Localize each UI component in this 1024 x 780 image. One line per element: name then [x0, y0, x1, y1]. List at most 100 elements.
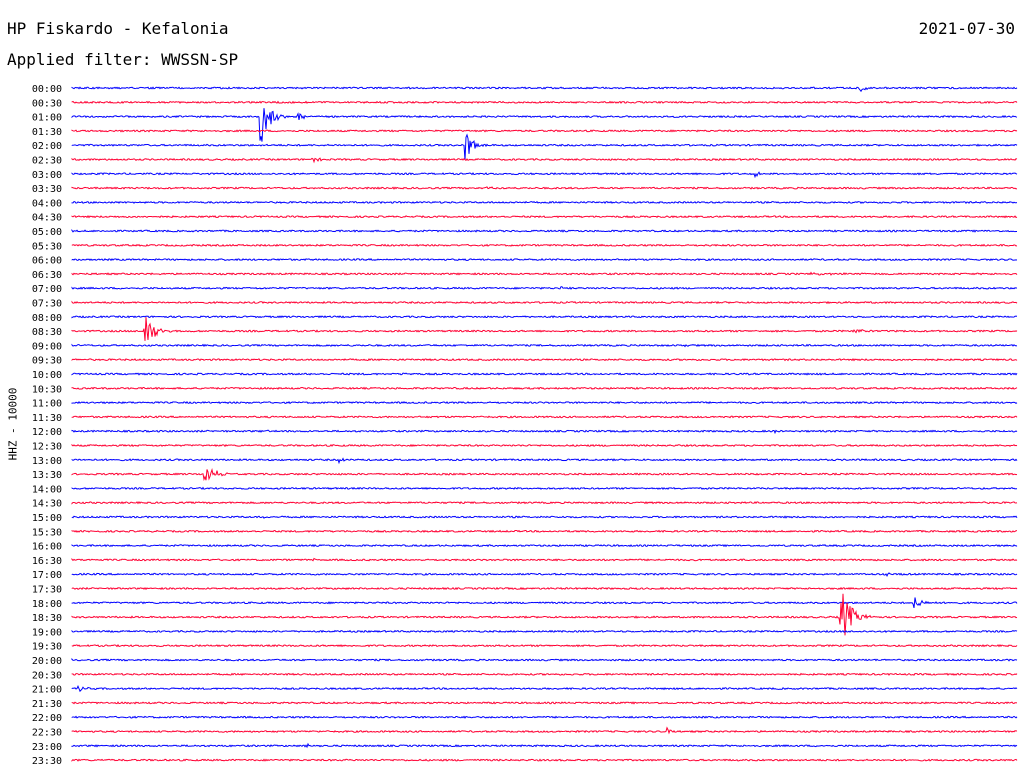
trace-line [71, 572, 1018, 577]
trace-line [71, 593, 1018, 636]
trace-line [71, 286, 1018, 290]
trace-line [71, 742, 1018, 749]
trace-line [71, 643, 1018, 648]
time-label: 19:00 [32, 627, 62, 638]
time-label: 23:30 [32, 756, 62, 767]
trace-line [71, 597, 1018, 609]
trace-line [71, 543, 1018, 548]
time-label: 06:30 [32, 270, 62, 281]
trace-line [71, 343, 1018, 348]
time-label: 18:30 [32, 613, 62, 624]
time-label: 17:00 [32, 570, 62, 581]
trace-line [71, 129, 1018, 133]
trace-line [71, 100, 1018, 104]
trace-line [71, 486, 1018, 491]
time-label: 17:30 [32, 585, 62, 596]
trace-line [71, 457, 1018, 465]
trace-line [71, 258, 1018, 262]
time-label: 05:00 [32, 227, 62, 238]
time-label: 09:30 [32, 356, 62, 367]
time-label: 08:00 [32, 313, 62, 324]
time-label: 21:30 [32, 699, 62, 710]
trace-line [71, 501, 1018, 505]
time-label: 21:00 [32, 685, 62, 696]
time-label: 14:30 [32, 499, 62, 510]
trace-line [71, 372, 1018, 376]
trace-line [71, 401, 1018, 405]
time-label: 05:30 [32, 241, 62, 252]
trace-line [71, 529, 1018, 533]
time-label: 13:00 [32, 456, 62, 467]
time-label: 14:00 [32, 484, 62, 495]
trace-line [71, 243, 1018, 247]
trace-line [71, 108, 1018, 142]
time-label: 12:00 [32, 427, 62, 438]
time-label: 16:30 [32, 556, 62, 567]
trace-line [71, 271, 1018, 276]
station-title: HP Fiskardo - Kefalonia [7, 19, 229, 38]
time-label: 19:30 [32, 642, 62, 653]
time-label: 07:00 [32, 284, 62, 295]
time-label: 22:30 [32, 728, 62, 739]
trace-line [71, 715, 1018, 719]
time-label: 10:30 [32, 384, 62, 395]
trace-line [71, 200, 1018, 205]
trace-line [71, 557, 1018, 562]
trace-line [71, 684, 1018, 693]
trace-line [71, 629, 1018, 633]
trace-line [71, 443, 1018, 448]
time-label: 16:00 [32, 542, 62, 553]
time-label: 13:30 [32, 470, 62, 481]
time-label: 15:00 [32, 513, 62, 524]
time-label: 04:00 [32, 198, 62, 209]
time-label: 22:00 [32, 713, 62, 724]
trace-line [71, 317, 1018, 341]
time-label: 07:30 [32, 299, 62, 310]
time-label: 03:30 [32, 184, 62, 195]
time-label: 01:00 [32, 113, 62, 124]
time-label: 09:00 [32, 341, 62, 352]
time-label: 02:30 [32, 156, 62, 167]
trace-line [71, 386, 1018, 391]
time-label: 03:00 [32, 170, 62, 181]
trace-line [71, 657, 1018, 662]
date-label: 2021-07-30 [918, 19, 1015, 38]
trace-line [71, 701, 1018, 705]
time-label: 15:30 [32, 527, 62, 538]
time-label: 00:30 [32, 98, 62, 109]
time-label: 23:00 [32, 742, 62, 753]
trace-line [71, 415, 1018, 419]
trace-line [71, 758, 1018, 762]
trace-line [71, 515, 1018, 519]
trace-line [71, 468, 1018, 482]
trace-line [71, 228, 1018, 233]
trace-line [71, 186, 1018, 190]
time-label: 04:30 [32, 213, 62, 224]
time-label: 12:30 [32, 442, 62, 453]
time-label: 20:30 [32, 670, 62, 681]
trace-line [71, 358, 1018, 362]
trace-line [71, 86, 1018, 93]
filter-label: Applied filter: WWSSN-SP [7, 50, 239, 69]
time-label: 01:30 [32, 127, 62, 138]
trace-line [71, 586, 1018, 591]
time-label: 18:00 [32, 599, 62, 610]
time-label: 11:00 [32, 399, 62, 410]
time-label: 06:00 [32, 256, 62, 267]
time-label: 08:30 [32, 327, 62, 338]
time-label: 20:00 [32, 656, 62, 667]
time-label: 00:00 [32, 84, 62, 95]
trace-line [71, 133, 1018, 160]
trace-line [71, 171, 1018, 179]
trace-line [71, 315, 1018, 319]
time-label: 11:30 [32, 413, 62, 424]
trace-line [71, 157, 1018, 164]
trace-line [71, 429, 1018, 435]
trace-line [71, 726, 1018, 735]
trace-line [71, 300, 1018, 305]
time-label: 02:00 [32, 141, 62, 152]
time-label: 10:00 [32, 370, 62, 381]
trace-line [71, 672, 1018, 676]
trace-line [71, 215, 1018, 219]
